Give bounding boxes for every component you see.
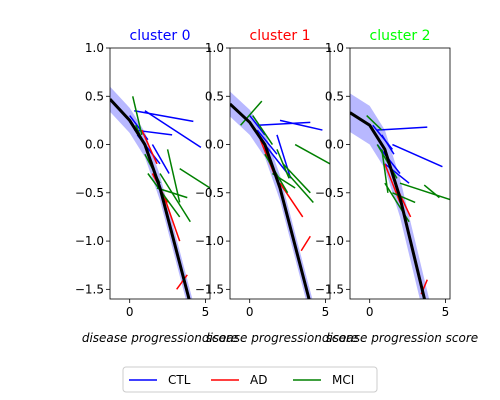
series-line-mci bbox=[166, 149, 181, 203]
y-tick-label: 0.5 bbox=[205, 89, 224, 103]
y-tick-label: 1.0 bbox=[205, 41, 224, 55]
legend-label-mci: MCI bbox=[332, 373, 354, 387]
series-line-mci bbox=[294, 143, 330, 165]
series-line-ctl bbox=[134, 110, 194, 123]
series-line-ad bbox=[300, 235, 311, 252]
fit-band bbox=[350, 93, 430, 299]
x-tick-label: 5 bbox=[442, 305, 450, 319]
series-line-mci bbox=[252, 115, 274, 145]
y-tick-label: 1.0 bbox=[85, 41, 104, 55]
x-tick-label: 5 bbox=[322, 305, 330, 319]
axes-frame bbox=[229, 47, 331, 300]
series-line-ctl bbox=[276, 134, 292, 179]
y-tick-label: 0.0 bbox=[205, 138, 224, 152]
axes-frame bbox=[349, 47, 451, 300]
series-line-ad bbox=[141, 129, 158, 165]
fit-line bbox=[230, 102, 311, 299]
y-tick-label: −1.0 bbox=[315, 234, 344, 248]
panel-title: cluster 2 bbox=[370, 28, 431, 44]
panel-title: cluster 1 bbox=[250, 28, 311, 44]
y-tick-label: 0.0 bbox=[85, 138, 104, 152]
panel-1: 1.0 0.5 0.0 −0.5 −1.0 −1.5 0 5 cluster 1 disease … bbox=[195, 28, 358, 345]
series-line-ad bbox=[176, 274, 188, 290]
series-line-ctl bbox=[256, 129, 278, 155]
y-tick-label: −1.0 bbox=[195, 234, 224, 248]
series-line-mci bbox=[287, 173, 314, 203]
series-line-mci bbox=[399, 182, 450, 201]
y-tick-label: −1.0 bbox=[75, 234, 104, 248]
series-line-mci bbox=[423, 184, 440, 199]
y-tick-label: 1.0 bbox=[325, 41, 344, 55]
series-line-mci bbox=[179, 168, 210, 189]
fit-line bbox=[350, 111, 427, 299]
series-line-mci bbox=[392, 192, 416, 204]
series-line-mci bbox=[147, 173, 181, 218]
x-axis-label: disease progression score bbox=[82, 331, 238, 345]
legend: CTL AD MCI bbox=[122, 366, 378, 393]
series-line-mci bbox=[366, 115, 383, 131]
y-tick-label: −1.5 bbox=[75, 282, 104, 296]
plot-area bbox=[350, 93, 450, 299]
y-tick-label: −0.5 bbox=[315, 186, 344, 200]
series-line-mci bbox=[240, 100, 263, 126]
plot-area bbox=[110, 86, 210, 299]
y-tick-label: 0.0 bbox=[325, 138, 344, 152]
series-line-mci bbox=[159, 173, 191, 223]
series-line-ctl bbox=[144, 110, 202, 149]
y-tick-label: 0.5 bbox=[85, 89, 104, 103]
series-line-ctl bbox=[151, 144, 170, 174]
series-line-ad bbox=[163, 197, 181, 242]
series-line-ctl bbox=[381, 134, 395, 155]
x-tick-label: 5 bbox=[202, 305, 210, 319]
series-line-ad bbox=[384, 163, 401, 203]
series-line-ctl bbox=[264, 144, 289, 174]
series-line-ad bbox=[279, 182, 304, 218]
y-tick-label: −0.5 bbox=[75, 186, 104, 200]
fit-line bbox=[110, 98, 191, 299]
plot-area bbox=[230, 91, 330, 299]
x-tick-label: 0 bbox=[246, 305, 254, 319]
series-line-mci bbox=[282, 163, 311, 194]
legend-label-ctl: CTL bbox=[168, 373, 191, 387]
x-tick-label: 0 bbox=[126, 305, 134, 319]
series-line-ctl bbox=[279, 119, 323, 131]
panel-title: cluster 0 bbox=[130, 28, 191, 44]
series-line-ctl bbox=[257, 121, 311, 126]
panel-2: 1.0 0.5 0.0 −0.5 −1.0 −1.5 0 5 cluster 2 disease … bbox=[315, 28, 478, 345]
legend-label-ad: AD bbox=[250, 373, 267, 387]
x-axis-label: disease progression score bbox=[322, 331, 478, 345]
x-axis-label: disease progression score bbox=[202, 331, 358, 345]
x-tick-label: 0 bbox=[366, 305, 374, 319]
y-tick-label: −1.5 bbox=[315, 282, 344, 296]
series-line-ctl bbox=[392, 143, 443, 168]
series-line-mci bbox=[381, 149, 389, 193]
y-tick-label: −1.5 bbox=[195, 282, 224, 296]
panel-0: 1.0 0.5 0.0 −0.5 −1.0 −1.5 0 5 cluster 0 disease … bbox=[75, 28, 238, 345]
y-tick-label: −0.5 bbox=[195, 186, 224, 200]
axes-frame bbox=[109, 47, 211, 300]
series-line-ctl bbox=[249, 115, 266, 136]
series-line-mci bbox=[276, 149, 290, 179]
series-line-mci bbox=[131, 96, 143, 136]
y-tick-label: 0.5 bbox=[325, 89, 344, 103]
legend-box bbox=[122, 366, 378, 393]
series-line-mci bbox=[156, 187, 188, 199]
series-line-ctl bbox=[377, 126, 428, 131]
